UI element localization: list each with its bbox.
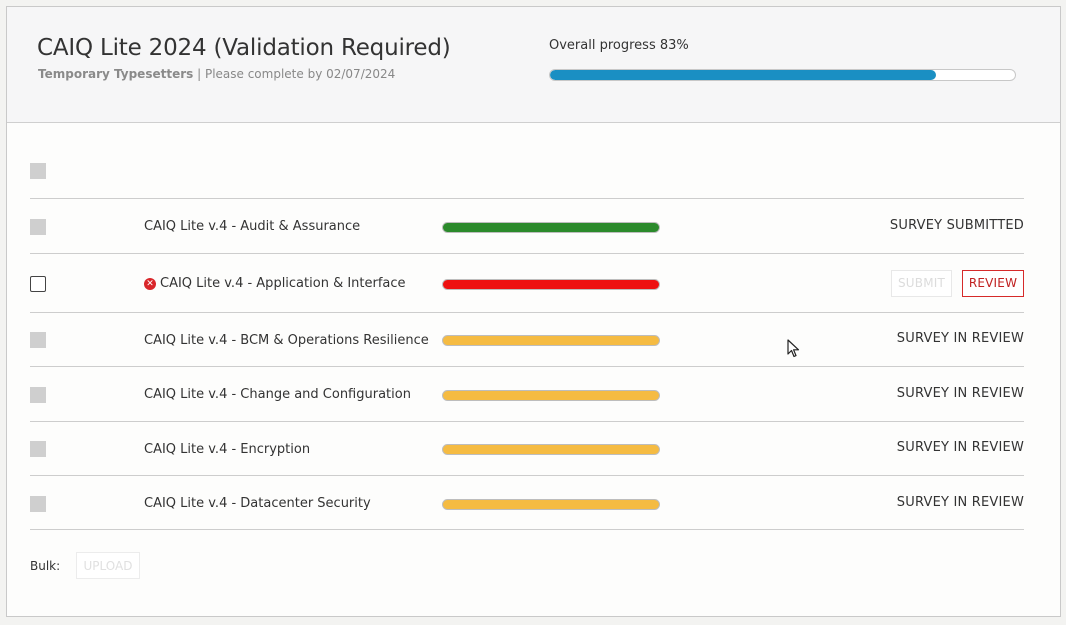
- survey-row: CAIQ Lite v.4 - Datacenter Security SURVE…: [30, 475, 1024, 530]
- survey-progress-bar: [442, 498, 660, 510]
- submit-button[interactable]: SUBMIT: [891, 269, 952, 297]
- row-checkbox[interactable]: [30, 218, 46, 235]
- survey-status: SURVEY IN REVIEW: [896, 331, 1024, 346]
- survey-name[interactable]: ✕ CAIQ Lite v.4 - Application & Interface: [144, 275, 406, 293]
- overall-progress-bar: [549, 69, 1016, 81]
- survey-status: SURVEY SUBMITTED: [889, 217, 1024, 233]
- row-checkbox[interactable]: [30, 441, 46, 457]
- overall-progress-label: Overall progress 83%: [549, 38, 689, 53]
- mouse-cursor-icon: [787, 339, 800, 358]
- survey-row: CAIQ Lite v.4 - BCM & Operations Resilie…: [30, 312, 1024, 366]
- survey-row: CAIQ Lite v.4 - Encryption SURVEY IN REVI…: [30, 421, 1024, 475]
- survey-progress-bar: [442, 389, 660, 401]
- due-date-text: Please complete by 02/07/2024: [204, 67, 396, 81]
- survey-list: CAIQ Lite v.4 - Audit & Assurance SURVEY …: [30, 198, 1024, 530]
- survey-progress-bar: [442, 444, 660, 455]
- survey-name-text: CAIQ Lite v.4 - Audit & Assurance: [144, 219, 361, 234]
- page-title: CAIQ Lite 2024 (Validation Required): [37, 35, 451, 61]
- select-all-checkbox[interactable]: [30, 163, 46, 179]
- card-header: CAIQ Lite 2024 (Validation Required) Tem…: [7, 7, 1060, 123]
- survey-name-text: CAIQ Lite v.4 - Application & Interface: [160, 276, 406, 291]
- error-icon: ✕: [144, 277, 156, 290]
- overall-progress-fill: [550, 70, 936, 80]
- subtitle: Temporary Typesetters | Please complete …: [38, 67, 395, 81]
- survey-name[interactable]: CAIQ Lite v.4 - BCM & Operations Resilie…: [144, 331, 429, 349]
- survey-row: CAIQ Lite v.4 - Change and Configuration…: [30, 366, 1024, 421]
- review-button[interactable]: REVIEW: [962, 269, 1024, 297]
- survey-status: SURVEY IN REVIEW: [896, 494, 1024, 510]
- row-checkbox[interactable]: [30, 386, 46, 403]
- survey-status: SURVEY IN REVIEW: [896, 385, 1024, 401]
- survey-name[interactable]: CAIQ Lite v.4 - Datacenter Security: [144, 495, 371, 513]
- survey-name-text: CAIQ Lite v.4 - Encryption: [144, 441, 311, 457]
- survey-name-text: CAIQ Lite v.4 - Change and Configuration: [144, 387, 411, 402]
- survey-row: ✕ CAIQ Lite v.4 - Application & Interface…: [30, 253, 1024, 312]
- upload-button[interactable]: UPLOAD: [76, 552, 140, 579]
- survey-row: CAIQ Lite v.4 - Audit & Assurance SURVEY …: [30, 198, 1024, 253]
- survey-progress-bar: [442, 335, 660, 346]
- row-checkbox[interactable]: [30, 275, 46, 292]
- bulk-label: Bulk:: [30, 559, 61, 573]
- survey-status: SURVEY IN REVIEW: [896, 440, 1024, 455]
- survey-name-text: CAIQ Lite v.4 - BCM & Operations Resilie…: [144, 332, 429, 348]
- separator: |: [193, 67, 205, 81]
- survey-name[interactable]: CAIQ Lite v.4 - Audit & Assurance: [144, 218, 360, 236]
- survey-name-text: CAIQ Lite v.4 - Datacenter Security: [144, 496, 371, 511]
- row-checkbox[interactable]: [30, 332, 46, 348]
- survey-name[interactable]: CAIQ Lite v.4 - Encryption: [144, 440, 310, 458]
- survey-card: CAIQ Lite 2024 (Validation Required) Tem…: [6, 6, 1061, 617]
- survey-name[interactable]: CAIQ Lite v.4 - Change and Configuration: [144, 386, 411, 404]
- row-checkbox[interactable]: [30, 495, 46, 512]
- organization-name: Temporary Typesetters: [38, 67, 194, 81]
- survey-progress-bar: [442, 278, 660, 290]
- survey-progress-bar: [442, 221, 660, 233]
